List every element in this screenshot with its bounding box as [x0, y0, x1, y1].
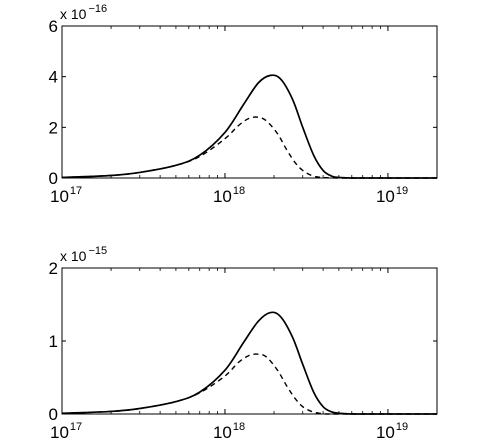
- x-tick-label: 1019: [376, 421, 408, 442]
- x-tick-label: 1017: [50, 421, 82, 442]
- series-line-solid: [61, 311, 437, 415]
- series-line-solid: [61, 74, 437, 179]
- x-tick-label: 1019: [376, 185, 408, 206]
- series-line-dashed: [61, 116, 437, 179]
- x-tick-label: 1017: [50, 185, 82, 206]
- series-line-dashed: [61, 353, 437, 415]
- y-multiplier-label: x 10 −16: [60, 3, 107, 22]
- y-tick-label: 6: [49, 17, 58, 36]
- y-tick-label: 2: [49, 118, 58, 137]
- y-tick-label: 4: [49, 68, 58, 87]
- plot-frame: [61, 267, 438, 415]
- x-tick-label: 1018: [213, 421, 245, 442]
- y-multiplier-label: x 10 −15: [60, 245, 107, 264]
- y-tick-label: 1: [49, 332, 58, 351]
- chart-panel-1: 0 2 4 6x 10 −16 1017 1018 1019: [49, 3, 438, 206]
- y-tick-label: 2: [49, 259, 58, 278]
- y-tick-label: 0: [49, 405, 58, 424]
- chart-panel-2: 0 1 2x 10 −15 1017 1018 1019: [49, 245, 438, 442]
- x-tick-label: 1018: [213, 185, 245, 206]
- plot-frame: [61, 25, 438, 179]
- y-tick-label: 0: [49, 169, 58, 188]
